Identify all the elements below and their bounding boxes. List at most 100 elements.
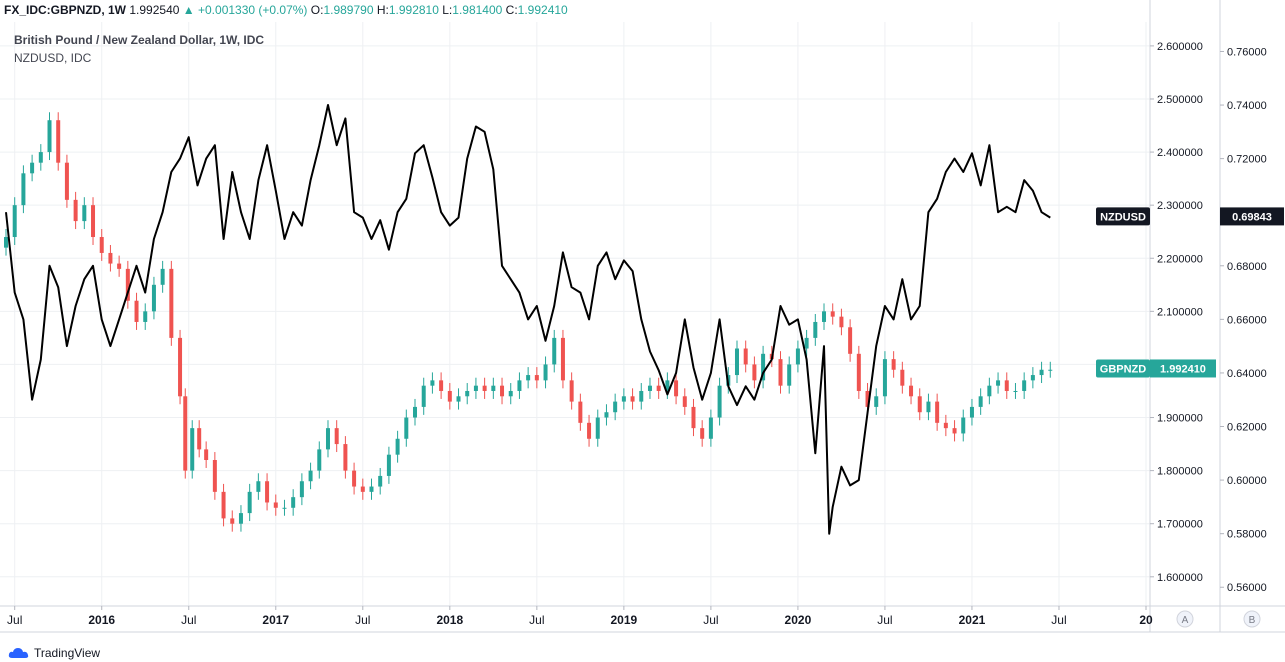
candle-body xyxy=(587,422,592,439)
candle-body xyxy=(447,390,452,402)
candle-body xyxy=(190,428,195,471)
x-tick-label: 2019 xyxy=(611,613,638,627)
candle-body xyxy=(413,406,418,418)
right-axis-label: 0.56000 xyxy=(1227,582,1267,594)
candle-body xyxy=(421,385,426,407)
candle-body xyxy=(1004,380,1009,391)
candle-body xyxy=(197,428,202,450)
candle-body xyxy=(630,396,635,402)
last-price-badges: NZDUSD 0.69843 GBPNZD 1.992410 xyxy=(1096,207,1284,378)
candle-body xyxy=(4,237,8,248)
candle-body xyxy=(360,486,365,492)
right-axis-label: 0.74000 xyxy=(1227,100,1267,112)
nzdusd-series-line xyxy=(5,104,1051,535)
overlay-symbol-label[interactable]: NZDUSD, IDC xyxy=(14,51,92,65)
candle-body xyxy=(500,385,505,397)
candle-body xyxy=(926,401,931,413)
x-tick-label: Jul xyxy=(7,613,22,627)
candle-body xyxy=(1039,369,1044,376)
x-tick-label: Jul xyxy=(529,613,544,627)
nzdusd-name-label: NZDUSD xyxy=(1100,211,1146,223)
candle-body xyxy=(526,375,531,381)
candle-body xyxy=(143,311,148,322)
high-label: H: xyxy=(376,3,389,17)
right-axis-label: 0.66000 xyxy=(1227,314,1267,326)
candle-body xyxy=(560,337,565,381)
nzdusd-value-badge xyxy=(1220,207,1284,226)
candle-body xyxy=(247,491,252,514)
gbpnzd-price-axis[interactable]: 2.600000 2.500000 2.400000 2.300000 2.200000… xyxy=(1150,41,1203,584)
time-axis[interactable]: Jul 2016 Jul 2017 Jul 2018 Jul 2019 Jul 2020 Jul 20… xyxy=(7,606,1153,627)
nzdusd-name-badge xyxy=(1096,207,1150,226)
candle-body xyxy=(935,401,940,423)
x-tick-label: 2020 xyxy=(785,613,812,627)
right-axis-label: 0.62000 xyxy=(1227,422,1267,434)
candle-body xyxy=(952,428,957,434)
candle-body xyxy=(378,475,383,487)
candle-body xyxy=(21,173,26,206)
candle-body xyxy=(256,481,261,492)
candle-body xyxy=(439,380,444,391)
scale-button-label: A xyxy=(1182,615,1189,626)
candle-body xyxy=(99,237,104,253)
x-tick-label: 2016 xyxy=(88,613,115,627)
candle-body xyxy=(386,454,391,476)
candle-body xyxy=(604,412,609,418)
candle-body xyxy=(578,401,583,423)
candle-body xyxy=(64,162,69,200)
chart-title[interactable]: British Pound / New Zealand Dollar, 1W, … xyxy=(14,33,265,47)
candle-body xyxy=(996,380,1001,386)
left-axis-label: 1.700000 xyxy=(1157,519,1203,531)
candle-body xyxy=(1013,390,1018,392)
candle-body xyxy=(230,518,235,524)
left-axis-label: 2.500000 xyxy=(1157,94,1203,106)
candle-body xyxy=(708,417,713,439)
x-tick-label: Jul xyxy=(355,613,370,627)
candle-body xyxy=(178,337,183,397)
x-tick-label: 2021 xyxy=(959,613,986,627)
left-axis-label: 1.900000 xyxy=(1157,413,1203,425)
scale-button-a[interactable] xyxy=(1176,610,1194,628)
candle-body xyxy=(325,428,330,450)
gbpnzd-candles xyxy=(4,112,1053,532)
candle-body xyxy=(552,337,557,365)
tradingview-logo[interactable]: TradingView xyxy=(8,646,100,660)
candle-body xyxy=(1030,375,1035,381)
candle-body xyxy=(238,513,243,524)
candle-body xyxy=(1048,369,1053,371)
candle-body xyxy=(969,406,974,418)
candle-body xyxy=(73,199,78,222)
close-label: C: xyxy=(505,3,518,17)
candle-body xyxy=(569,380,574,402)
candle-body xyxy=(56,120,61,163)
candle-body xyxy=(308,470,313,482)
right-axis-label: 0.58000 xyxy=(1227,529,1267,541)
candle-body xyxy=(813,321,818,338)
scale-button-b[interactable] xyxy=(1243,610,1261,628)
candle-body xyxy=(38,152,43,163)
symbol-name[interactable]: FX_IDC:GBPNZD, 1W xyxy=(4,3,127,17)
candle-body xyxy=(882,359,887,397)
nzdusd-line xyxy=(5,104,1051,535)
candle-body xyxy=(291,497,296,508)
left-axis-label: 1.600000 xyxy=(1157,572,1203,584)
candle-body xyxy=(987,385,992,397)
candle-body xyxy=(125,268,130,301)
candle-body xyxy=(160,268,165,285)
nzdusd-price-axis[interactable]: 0.760000.740000.720000.700000.680000.660… xyxy=(1220,46,1267,594)
candle-body xyxy=(761,353,766,381)
candle-body xyxy=(369,486,374,492)
candle-body xyxy=(647,385,652,391)
candle-body xyxy=(909,385,914,397)
price-change: +0.001330 (+0.07%) xyxy=(198,3,308,17)
right-axis-label: 0.64000 xyxy=(1227,368,1267,380)
candle-body xyxy=(674,380,679,397)
symbol-header: FX_IDC:GBPNZD, 1W 1.992540 ▲ +0.001330 (… xyxy=(4,3,568,17)
candle-body xyxy=(265,481,270,503)
x-tick-label: 2018 xyxy=(436,613,463,627)
candle-body xyxy=(534,375,539,381)
open-label: O: xyxy=(310,3,324,17)
candle-body xyxy=(204,449,209,460)
